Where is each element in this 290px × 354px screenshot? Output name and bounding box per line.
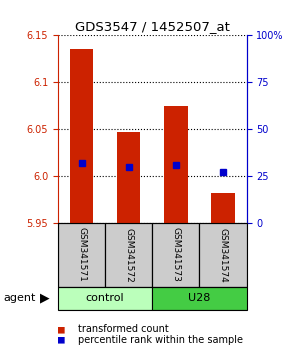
Text: GSM341573: GSM341573 [171,227,180,282]
Bar [70,50,93,223]
Bar [117,132,140,223]
Title: GDS3547 / 1452507_at: GDS3547 / 1452507_at [75,20,230,33]
Bar [200,223,246,287]
Text: GSM341571: GSM341571 [77,227,86,282]
Bar [58,287,152,310]
Text: percentile rank within the sample: percentile rank within the sample [78,335,243,345]
Text: control: control [86,293,124,303]
Text: transformed count: transformed count [78,324,169,334]
Text: agent: agent [3,293,35,303]
Text: ■: ■ [58,324,65,334]
Text: ■: ■ [58,335,65,345]
Bar [152,223,200,287]
Text: GSM341574: GSM341574 [218,228,227,282]
Bar [58,223,105,287]
Bar [211,193,235,223]
Bar [152,287,246,310]
Text: ▶: ▶ [40,292,50,305]
Text: U28: U28 [188,293,211,303]
Bar [164,106,188,223]
Bar [105,223,152,287]
Text: GSM341572: GSM341572 [124,228,133,282]
